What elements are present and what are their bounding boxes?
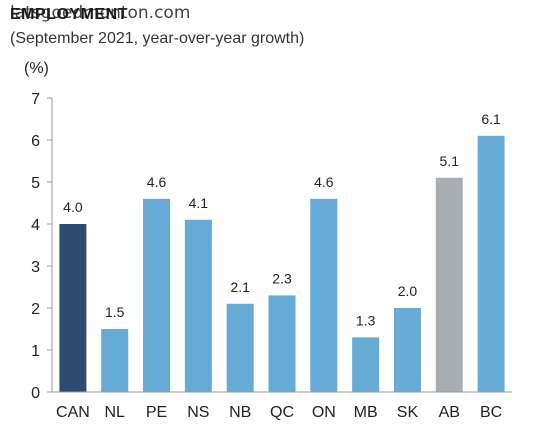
data-label-nl: 1.5 [105,304,125,320]
y-tick-label: 4 [31,217,40,234]
category-label-ns: NS [187,404,209,421]
data-label-nb: 2.1 [230,279,250,295]
bar-nb [226,303,254,392]
chart-subtitle: (September 2021, year-over-year growth) [10,30,305,47]
category-label-can: CAN [56,404,90,421]
data-label-sk: 2.0 [398,283,418,299]
bar-can [59,224,87,392]
chart-title: EMPLOYMENT [10,6,128,23]
bar-ab [435,177,463,392]
y-axis-unit: (%) [24,60,49,77]
category-label-on: ON [312,404,336,421]
title-block: EMPLOYMENT latsgoedmonton.com [10,3,190,24]
y-tick-label: 3 [31,259,40,276]
category-label-qc: QC [270,404,294,421]
data-label-pe: 4.6 [147,174,167,190]
data-label-ns: 4.1 [189,195,209,211]
bar-nl [101,329,129,392]
bar-pe [143,198,171,392]
bar-ns [184,219,212,392]
y-tick-label: 6 [31,133,40,150]
category-label-pe: PE [146,404,167,421]
category-label-sk: SK [397,404,419,421]
bar-qc [268,295,296,392]
watermark: latsgoedmonton.com [10,3,191,23]
data-label-on: 4.6 [314,174,334,190]
y-tick-label: 5 [31,175,40,192]
y-tick-label: 7 [31,91,40,108]
category-label-ab: AB [439,404,460,421]
bars [59,135,505,393]
bar-sk [393,308,421,392]
category-label-bc: BC [480,404,502,421]
category-label-nb: NB [229,404,251,421]
y-axis-ticks: 0 1 2 3 4 5 6 7 [31,91,52,402]
category-labels: CAN NL PE NS NB QC ON MB SK AB BC [56,404,502,421]
data-labels: 4.0 1.5 4.6 4.1 2.1 2.3 4.6 1.3 2.0 5.1 6.1 [63,111,501,329]
data-label-bc: 6.1 [481,111,501,127]
bar-bc [477,135,505,393]
y-tick-label: 1 [31,343,40,360]
data-label-can: 4.0 [63,199,83,215]
y-tick-label: 2 [31,301,40,318]
category-label-mb: MB [354,404,378,421]
data-label-ab: 5.1 [440,153,460,169]
y-tick-label: 0 [31,385,40,402]
data-label-mb: 1.3 [356,312,376,328]
category-label-nl: NL [105,404,126,421]
bar-on [310,198,338,392]
bar-mb [352,337,380,392]
data-label-qc: 2.3 [272,270,292,286]
